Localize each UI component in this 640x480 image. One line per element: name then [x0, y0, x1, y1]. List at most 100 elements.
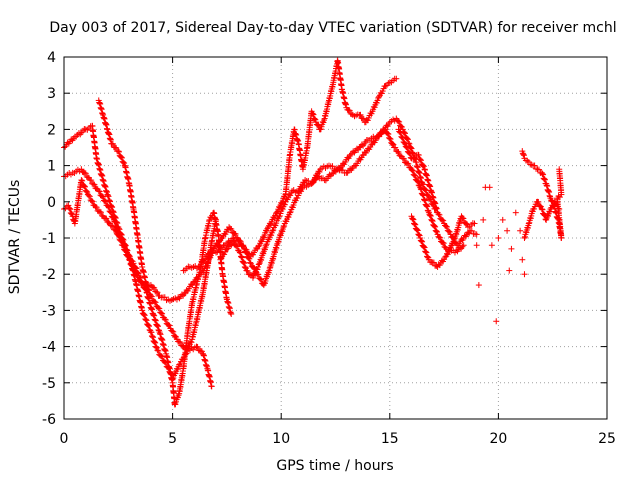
data-point	[410, 171, 417, 178]
data-point	[99, 193, 106, 200]
data-point	[120, 159, 127, 166]
data-point	[243, 246, 250, 253]
data-point	[396, 128, 403, 135]
data-point	[311, 115, 318, 122]
data-point	[105, 203, 112, 210]
data-point	[440, 217, 447, 224]
data-point	[521, 271, 528, 278]
data-point	[123, 252, 130, 259]
data-point	[309, 110, 316, 117]
data-point	[88, 177, 95, 184]
data-point	[255, 243, 262, 250]
data-point	[81, 183, 88, 190]
chart-title: Day 003 of 2017, Sidereal Day-to-day VTE…	[49, 20, 616, 36]
data-point	[436, 234, 443, 241]
data-point	[141, 311, 148, 318]
data-point	[402, 143, 409, 150]
data-point	[152, 339, 159, 346]
data-point	[414, 177, 421, 184]
data-point	[194, 343, 201, 350]
data-point	[471, 220, 478, 227]
data-point	[347, 151, 354, 158]
data-point	[346, 107, 353, 114]
data-point	[118, 238, 125, 245]
data-point	[151, 312, 158, 319]
data-point	[232, 230, 239, 237]
data-point	[413, 177, 420, 184]
data-point	[437, 234, 444, 241]
data-point	[405, 160, 412, 167]
data-point	[475, 282, 482, 289]
data-point	[540, 171, 547, 178]
data-point	[397, 129, 404, 136]
data-point	[517, 227, 524, 234]
data-point	[542, 216, 549, 223]
data-point	[120, 242, 127, 249]
data-point	[78, 166, 85, 173]
data-point	[237, 249, 244, 256]
data-point	[428, 217, 435, 224]
data-point	[170, 328, 177, 335]
data-point	[233, 242, 240, 249]
data-point	[424, 253, 431, 260]
data-point	[129, 263, 136, 270]
data-point	[429, 218, 436, 225]
data-point	[463, 220, 470, 227]
data-point	[382, 126, 389, 133]
data-point	[556, 206, 563, 213]
data-point	[396, 129, 403, 136]
data-point	[459, 243, 466, 250]
data-point	[142, 316, 149, 323]
data-point	[395, 149, 402, 156]
data-point	[154, 323, 161, 330]
data-point	[420, 243, 427, 250]
data-point	[153, 344, 160, 351]
data-point	[67, 206, 74, 213]
data-point	[78, 177, 85, 184]
data-point	[421, 244, 428, 251]
data-point	[540, 175, 547, 182]
data-point	[151, 338, 158, 345]
data-point	[413, 226, 420, 233]
data-point	[109, 223, 116, 230]
data-point	[104, 192, 111, 199]
data-point	[415, 231, 422, 238]
data-point	[401, 139, 408, 146]
data-point	[384, 130, 391, 137]
data-point	[129, 262, 136, 269]
data-point	[250, 264, 257, 271]
data-point	[409, 167, 416, 174]
data-point	[421, 196, 428, 203]
data-point	[134, 272, 141, 279]
data-point	[67, 209, 74, 216]
data-point	[146, 323, 153, 330]
data-point	[538, 206, 545, 213]
data-point	[139, 307, 146, 314]
data-point	[397, 123, 404, 130]
data-point	[247, 260, 254, 267]
data-point	[143, 317, 150, 324]
data-point	[392, 144, 399, 151]
data-point	[424, 254, 431, 261]
data-point	[161, 316, 168, 323]
data-point	[360, 115, 367, 122]
data-point	[416, 155, 423, 162]
data-point	[141, 312, 148, 319]
data-point	[403, 144, 410, 151]
data-point	[405, 149, 412, 156]
data-point	[156, 305, 163, 312]
data-point	[314, 122, 321, 129]
data-point	[142, 286, 149, 293]
data-point	[266, 265, 273, 272]
data-point	[88, 197, 95, 204]
data-point	[528, 161, 535, 168]
y-tick-label: 2	[47, 122, 56, 138]
data-point	[404, 136, 411, 143]
data-point	[412, 172, 419, 179]
data-point	[150, 312, 157, 319]
data-point	[103, 215, 110, 222]
data-point	[387, 136, 394, 143]
data-point	[116, 232, 123, 239]
data-point	[504, 227, 511, 234]
